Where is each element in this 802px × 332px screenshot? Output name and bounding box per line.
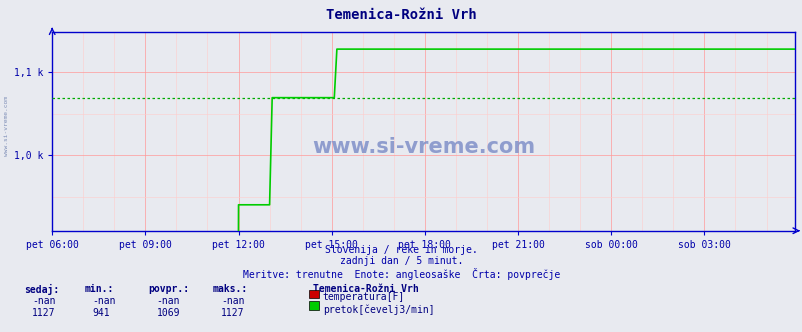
Text: 1127: 1127 bbox=[32, 308, 55, 318]
Text: 941: 941 bbox=[92, 308, 110, 318]
Text: www.si-vreme.com: www.si-vreme.com bbox=[4, 96, 9, 156]
Text: -nan: -nan bbox=[32, 296, 55, 306]
Text: min.:: min.: bbox=[84, 284, 114, 294]
Text: Meritve: trenutne  Enote: angleosaške  Črta: povprečje: Meritve: trenutne Enote: angleosaške Črt… bbox=[242, 268, 560, 280]
Text: -nan: -nan bbox=[156, 296, 180, 306]
Text: Slovenija / reke in morje.: Slovenija / reke in morje. bbox=[325, 245, 477, 255]
Text: pretok[čevelj3/min]: pretok[čevelj3/min] bbox=[322, 304, 434, 315]
Text: 1069: 1069 bbox=[156, 308, 180, 318]
Text: maks.:: maks.: bbox=[213, 284, 248, 294]
Text: zadnji dan / 5 minut.: zadnji dan / 5 minut. bbox=[339, 256, 463, 266]
Text: -nan: -nan bbox=[92, 296, 115, 306]
Text: -nan: -nan bbox=[221, 296, 244, 306]
Text: sedaj:: sedaj: bbox=[24, 284, 59, 295]
Text: Temenica-Rožni Vrh: Temenica-Rožni Vrh bbox=[313, 284, 419, 294]
Text: temperatura[F]: temperatura[F] bbox=[322, 292, 404, 302]
Text: 1127: 1127 bbox=[221, 308, 244, 318]
Text: Temenica-Rožni Vrh: Temenica-Rožni Vrh bbox=[326, 8, 476, 22]
Text: www.si-vreme.com: www.si-vreme.com bbox=[312, 137, 534, 157]
Text: povpr.:: povpr.: bbox=[148, 284, 189, 294]
